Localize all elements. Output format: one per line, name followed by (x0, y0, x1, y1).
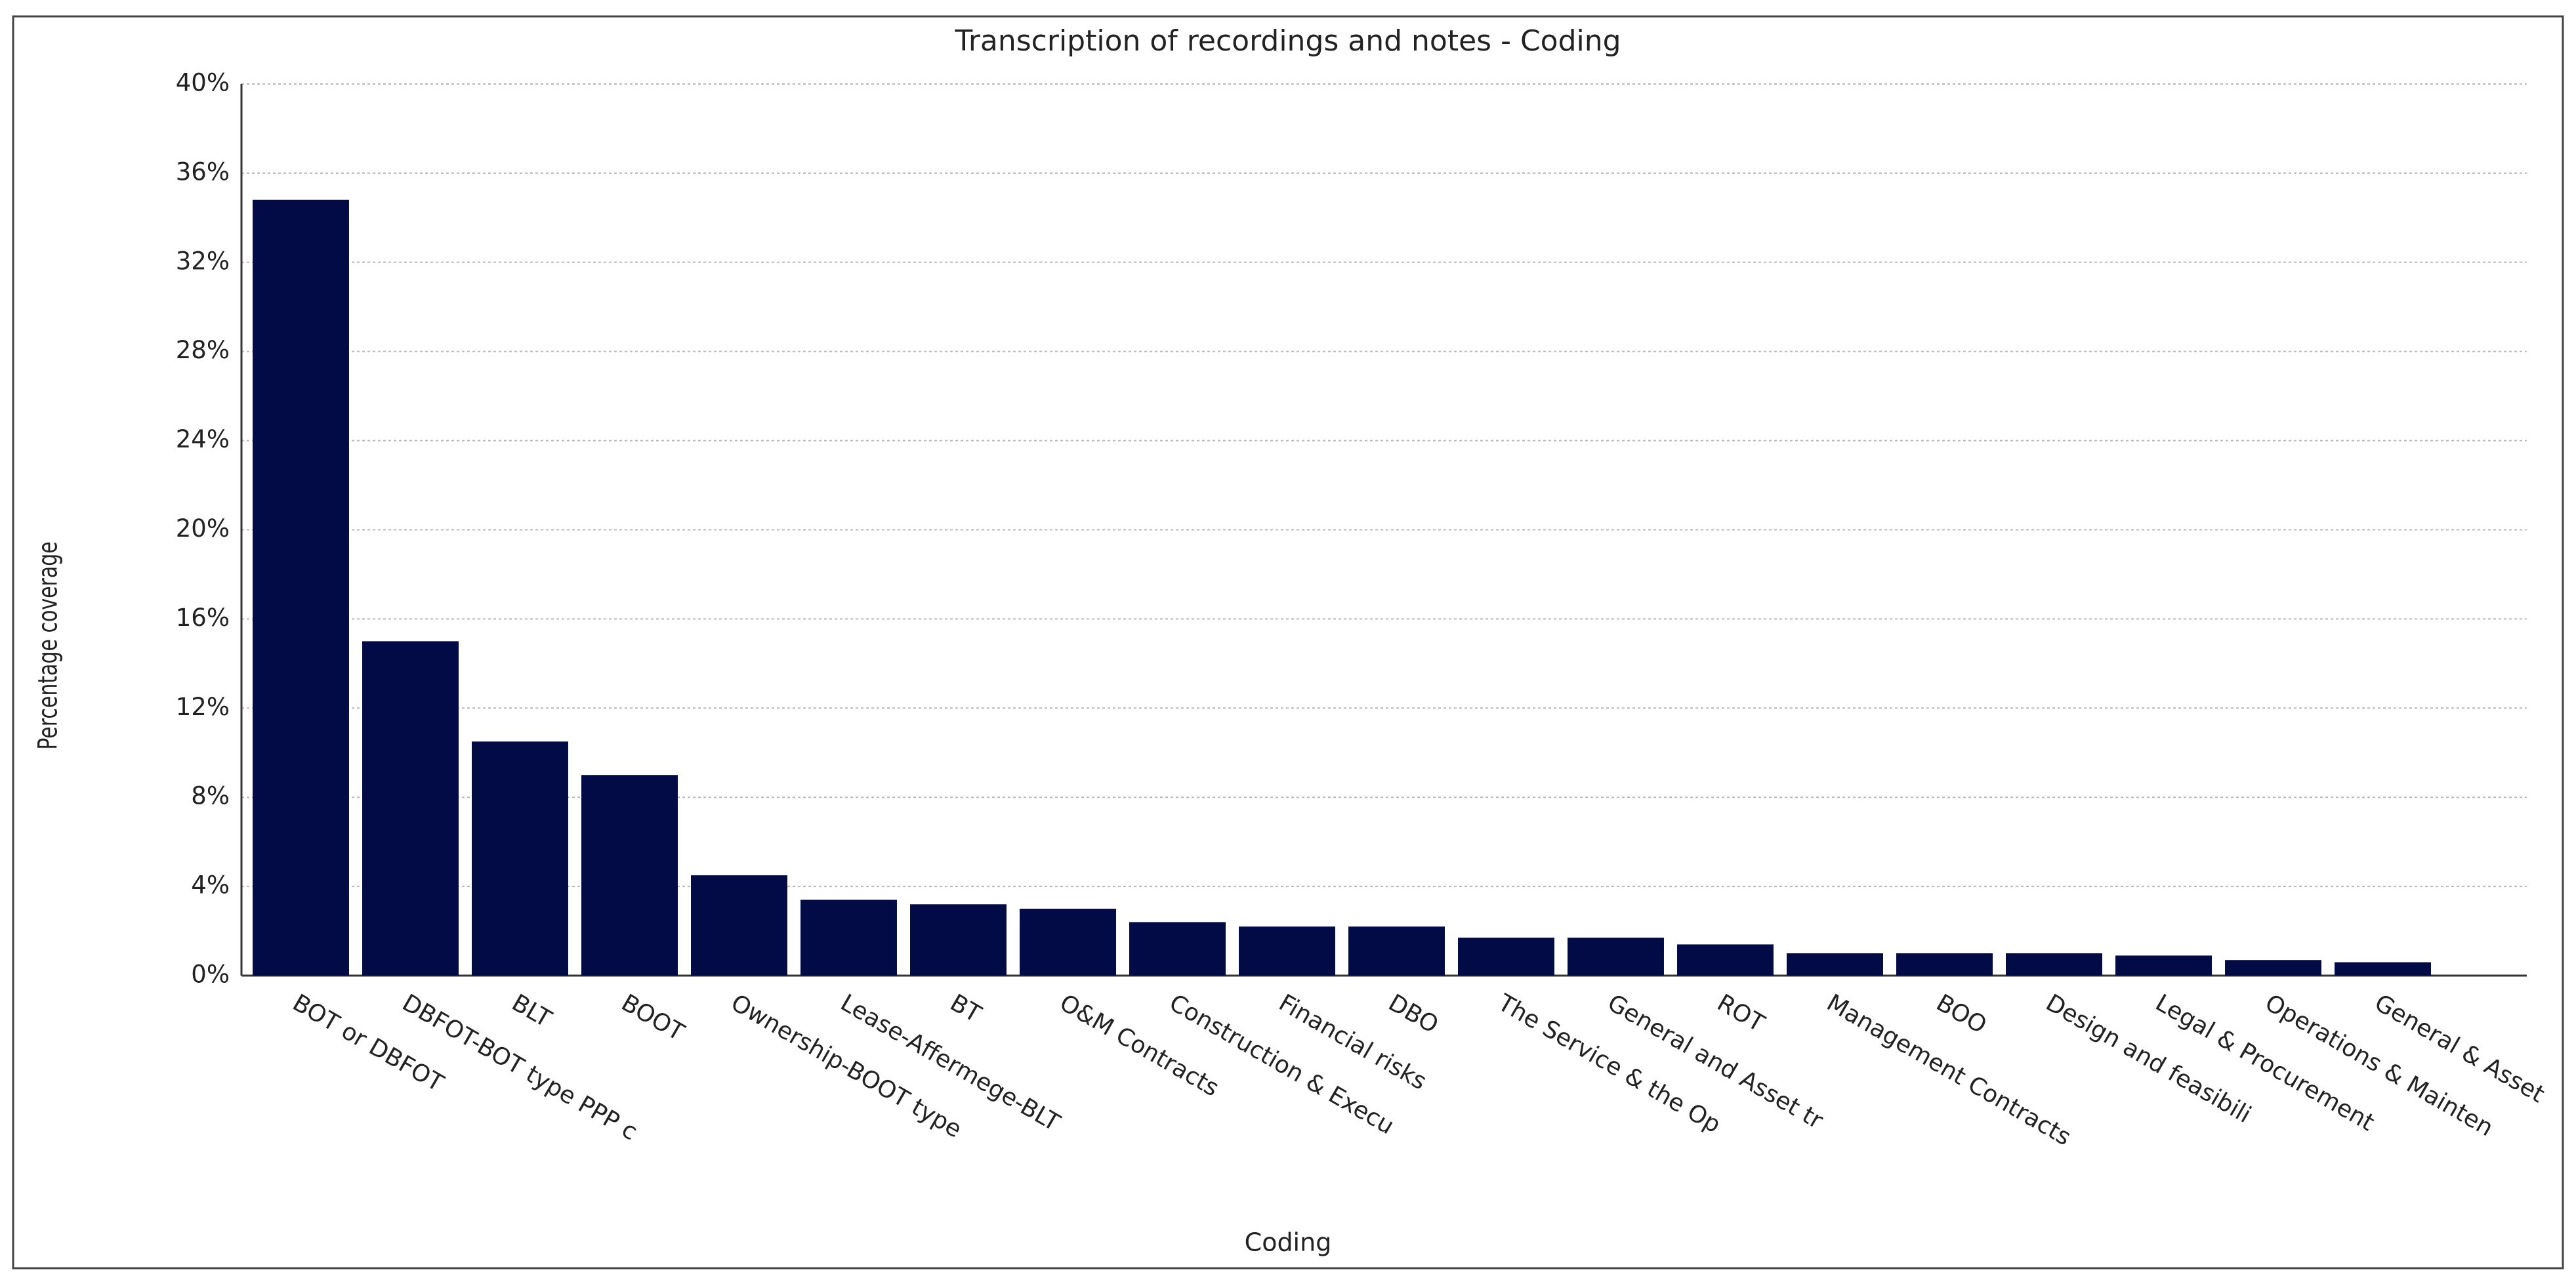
bar (910, 904, 1007, 976)
bar (2335, 962, 2431, 976)
bar (1787, 953, 1883, 976)
chart-title: Transcription of recordings and notes - … (954, 24, 1621, 58)
bar (581, 775, 678, 976)
x-tick-label: BLT (507, 989, 556, 1033)
y-tick-label: 12% (176, 693, 230, 721)
y-tick-label: 24% (176, 425, 230, 453)
y-tick-label: 20% (176, 514, 230, 543)
bar (253, 199, 349, 976)
y-tick-label: 32% (176, 247, 230, 275)
bar (1239, 926, 1335, 976)
bar (1896, 953, 1993, 976)
x-axis-title: Coding (1245, 1228, 1332, 1257)
x-tick-label: DBO (1384, 989, 1443, 1039)
bar (1129, 922, 1226, 976)
y-tick-label: 40% (176, 69, 230, 97)
bar (2225, 960, 2321, 976)
bar (1020, 909, 1116, 976)
y-tick-label: 28% (176, 336, 230, 364)
y-tick-label: 4% (191, 871, 230, 899)
bar (1348, 926, 1445, 976)
x-tick-label: BOOT (617, 989, 689, 1046)
bar (1458, 938, 1554, 976)
bar (472, 741, 568, 976)
y-tick-label: 36% (176, 157, 230, 186)
bar (2115, 955, 2212, 976)
bar (691, 875, 787, 976)
bar (1677, 944, 1774, 976)
x-tick-label: BOO (1932, 989, 1991, 1039)
y-tick-label: 8% (191, 782, 230, 810)
frame (12, 15, 2564, 1270)
y-tick-label: 0% (191, 961, 230, 989)
x-tick-label: ROT (1713, 989, 1770, 1038)
y-axis-title: Percentage coverage (33, 541, 63, 749)
bar (2006, 953, 2102, 976)
bar (800, 899, 897, 976)
bar (1568, 938, 1664, 976)
y-tick-label: 16% (176, 604, 230, 632)
x-tick-label: BT (945, 989, 986, 1028)
x-tick-label: Design and feasibili (2041, 989, 2256, 1128)
bar (362, 641, 459, 976)
